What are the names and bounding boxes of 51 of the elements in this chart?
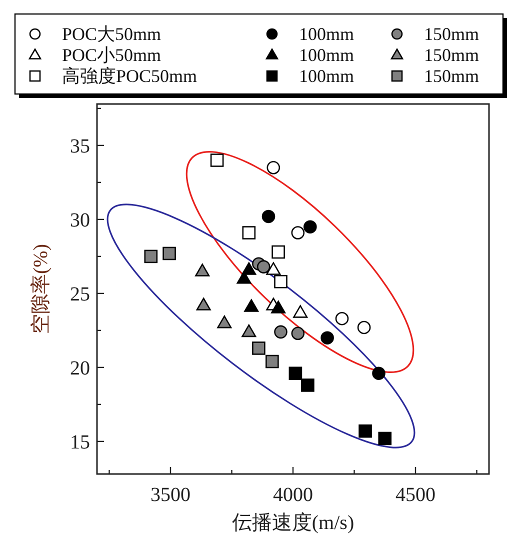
- point: [144, 250, 158, 264]
- point: [293, 305, 308, 318]
- y-axis-title: 空隙率(%): [30, 244, 52, 334]
- legend-label: 100mm: [299, 66, 354, 86]
- x-axis-title: 伝播速度(m/s): [232, 512, 354, 534]
- point: [357, 320, 371, 334]
- point: [301, 378, 314, 392]
- legend-label: 150mm: [424, 45, 480, 65]
- point: [244, 299, 259, 312]
- point: [274, 274, 288, 288]
- point: [256, 260, 270, 274]
- legend-label: 高強度POC50mm: [62, 66, 198, 86]
- legend-label: 150mm: [424, 24, 480, 44]
- point: [210, 154, 224, 167]
- point: [252, 342, 266, 355]
- point: [271, 300, 286, 314]
- legend-label: 100mm: [299, 24, 354, 44]
- y-tick-label: 15: [70, 431, 90, 454]
- point: [372, 366, 386, 380]
- legend-label: POC大50mm: [62, 24, 162, 44]
- point: [242, 262, 256, 275]
- point: [291, 226, 305, 240]
- point: [162, 246, 176, 260]
- point: [242, 226, 256, 240]
- point: [304, 220, 317, 234]
- point: [217, 315, 232, 328]
- point: [195, 264, 210, 276]
- legend-label: 150mm: [424, 66, 480, 86]
- y-tick-label: 35: [70, 135, 90, 158]
- point: [274, 325, 288, 339]
- point: [288, 366, 302, 380]
- x-tick-label: 3500: [150, 484, 190, 506]
- legend-label: POC小50mm: [62, 45, 162, 65]
- point: [262, 210, 276, 224]
- point: [358, 424, 372, 438]
- y-tick-label: 20: [70, 357, 90, 380]
- point: [378, 432, 392, 446]
- y-tick-label: 25: [70, 283, 90, 306]
- point: [320, 331, 334, 344]
- point: [266, 160, 280, 174]
- point: [266, 354, 279, 368]
- legend-label: 100mm: [299, 45, 354, 65]
- point: [272, 245, 285, 259]
- x-tick-label: 4000: [273, 484, 313, 506]
- point: [196, 298, 211, 310]
- point: [242, 324, 256, 338]
- point: [266, 262, 281, 275]
- x-tick-label: 4500: [396, 484, 436, 506]
- point: [291, 326, 305, 340]
- y-tick-label: 30: [70, 209, 90, 232]
- point: [335, 312, 349, 326]
